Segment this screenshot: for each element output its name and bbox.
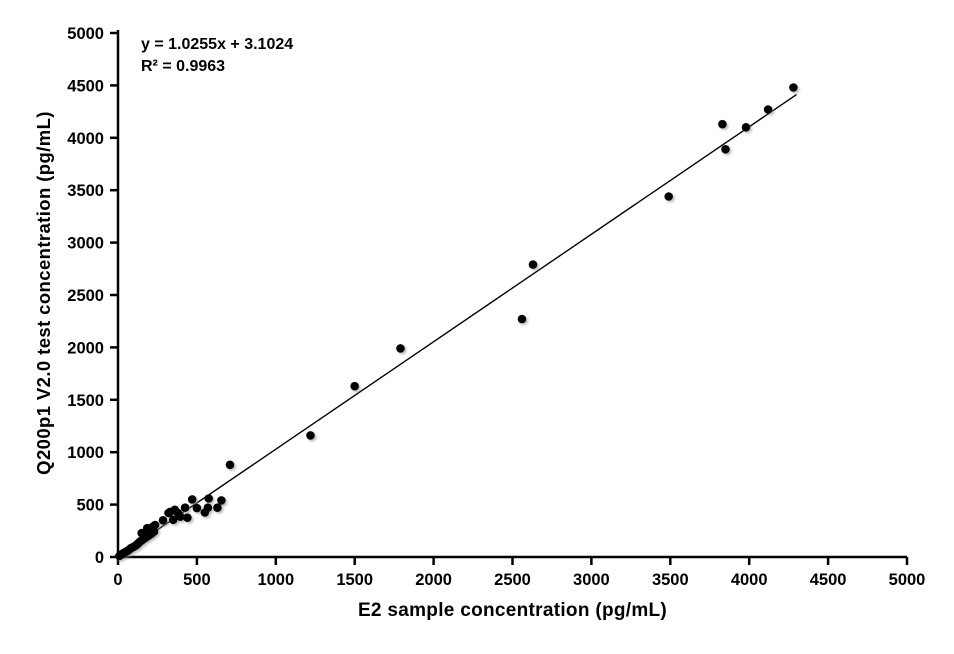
data-point [180,503,190,512]
y-axis-title: Q200p1 V2.0 test concentration (pg/mL) [33,111,54,475]
x-tick-label: 1000 [257,571,294,589]
data-point [664,192,673,201]
trend-line [117,93,797,558]
x-tick-label: 2000 [415,571,452,589]
data-point [225,460,235,470]
x-tick-label: 500 [183,571,211,589]
y-tick-label: 2000 [67,339,104,357]
y-tick-label: 3500 [67,182,104,200]
x-tick-label: 4500 [810,571,847,589]
x-tick-label: 4000 [731,571,768,589]
x-tick-label: 3000 [573,571,610,589]
x-tick-label: 2500 [494,571,531,589]
data-point [158,516,168,525]
y-tick-label: 4500 [67,77,104,95]
y-tick-label: 500 [76,497,104,515]
data-point [217,496,226,505]
data-point [204,494,213,503]
y-tick-label: 1000 [67,444,104,462]
data-point [763,105,773,114]
data-point [517,314,527,324]
y-tick-label: 0 [95,549,104,567]
data-points [115,83,798,561]
axis-lines [116,30,907,559]
data-point [528,260,538,269]
data-point [350,381,360,391]
y-tick-label: 4000 [67,130,104,148]
y-tick-label: 3000 [67,235,104,253]
data-point [721,145,730,154]
data-point [137,528,146,538]
y-tick-label: 1500 [67,392,104,410]
data-point [176,512,185,521]
data-point [718,119,727,129]
x-tick-label: 5000 [889,571,926,589]
data-point [183,513,192,522]
x-tick-label: 3500 [652,571,689,589]
regression-equation: y = 1.0255x + 3.1024 [141,36,294,53]
data-point [187,495,197,504]
data-point [741,123,751,132]
data-point [168,515,178,525]
data-point [150,520,160,530]
data-point [396,344,405,353]
y-tick-label: 5000 [67,25,104,43]
x-tick-label: 0 [113,571,122,589]
data-point [789,83,798,92]
data-point [203,503,213,512]
y-tick-label: 2500 [67,287,104,305]
x-axis-title: E2 sample concentration (pg/mL) [357,600,668,621]
data-point [192,503,202,513]
data-point [306,431,315,440]
r-squared-label: R² = 0.9963 [141,58,226,75]
x-tick-label: 1500 [336,571,373,589]
data-point [213,503,222,512]
